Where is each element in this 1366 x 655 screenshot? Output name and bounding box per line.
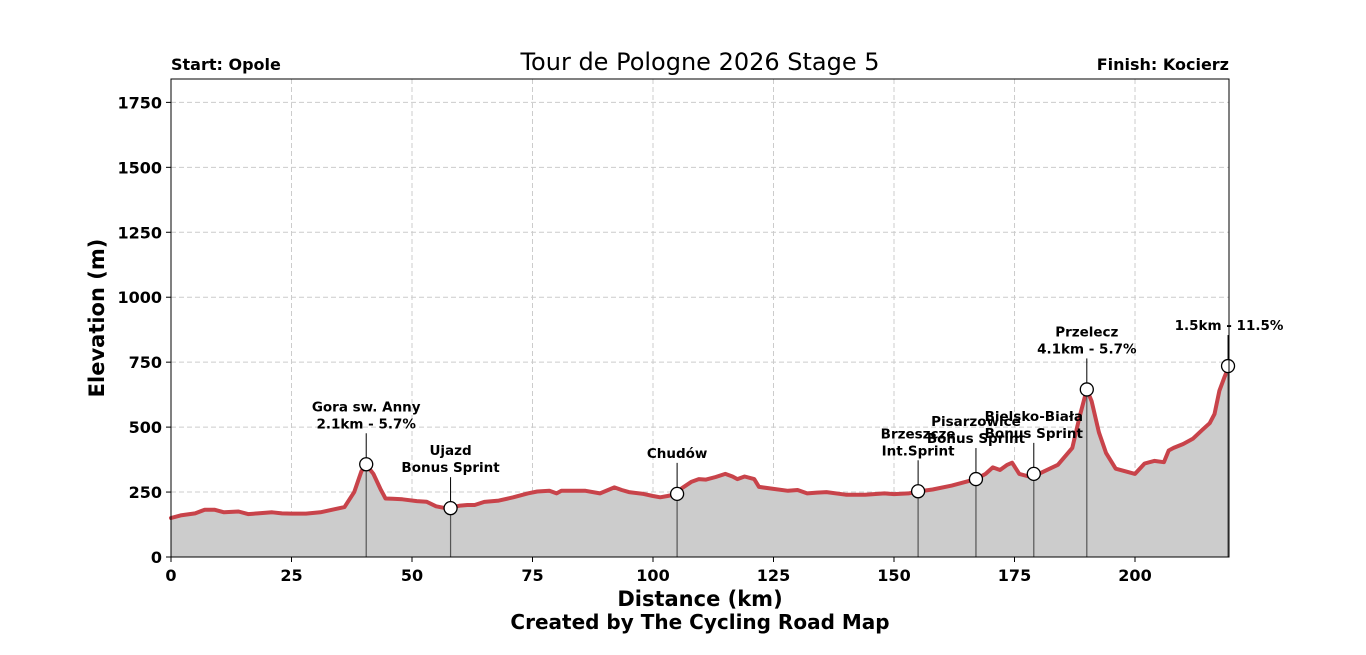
annotation-marker <box>443 501 458 516</box>
annotation-marker <box>1220 358 1236 374</box>
x-axis-ticks: 0 25 50 75 100 125 150 175 200 <box>165 557 1152 585</box>
annotation-label: Brzeszcze <box>881 426 956 442</box>
x-tick-label: 125 <box>757 566 790 585</box>
y-tick-label: 750 <box>129 353 162 372</box>
x-tick-label: 200 <box>1118 566 1151 585</box>
x-tick-label: 0 <box>165 566 176 585</box>
y-tick-label: 1750 <box>117 93 162 112</box>
annotation-marker <box>359 457 374 472</box>
annotation-label: Bonus Sprint <box>401 460 500 476</box>
y-axis-ticks: 0 250 500 750 1000 1250 1500 1750 <box>117 93 171 567</box>
elevation-area <box>171 366 1229 557</box>
annotation-marker <box>910 484 926 499</box>
y-tick-label: 500 <box>129 418 162 437</box>
annotation-marker <box>1079 382 1094 397</box>
y-tick-label: 0 <box>151 548 162 567</box>
x-axis-label: Distance (km) <box>617 587 782 611</box>
plot-frame <box>170 78 1230 558</box>
annotation-label: Chudów <box>647 446 708 462</box>
annotation-marker <box>1026 466 1041 482</box>
y-tick-label: 1250 <box>117 223 162 242</box>
x-tick-label: 50 <box>401 566 423 585</box>
y-axis-label: Elevation (m) <box>85 239 109 398</box>
x-tick-label: 25 <box>280 566 302 585</box>
annotation-label: Bielsko-Biała <box>985 409 1083 425</box>
annotation-label: Bonus Sprint <box>927 431 1026 447</box>
annotation-label: Bonus Sprint <box>985 426 1084 442</box>
annotation-label: Ujazd <box>429 443 471 459</box>
y-tick-label: 1500 <box>117 158 162 177</box>
annotation-label: Gora sw. Anny <box>312 399 421 415</box>
x-tick-label: 100 <box>636 566 669 585</box>
annotation-label: 4.1km - 5.7% <box>1037 341 1137 357</box>
x-tick-label: 175 <box>998 566 1031 585</box>
annotation-label: Przelecz <box>1055 324 1118 340</box>
annotation-marker <box>669 486 685 502</box>
annotation-label: Int.Sprint <box>882 443 955 459</box>
x-tick-label: 150 <box>877 566 910 585</box>
credit-text: Created by The Cycling Road Map <box>510 610 889 634</box>
y-tick-label: 250 <box>129 483 162 502</box>
start-label: Start: Opole <box>171 55 281 74</box>
finish-label: Finish: Kocierz <box>1097 55 1229 74</box>
chart-title: Tour de Pologne 2026 Stage 5 <box>519 48 879 76</box>
annotation-label: 2.1km - 5.7% <box>317 416 417 432</box>
annotation-marker <box>968 471 984 487</box>
x-tick-label: 75 <box>521 566 543 585</box>
grid <box>171 79 1229 557</box>
y-tick-label: 1000 <box>117 288 162 307</box>
annotation-label: Pisarzowice <box>931 414 1021 430</box>
